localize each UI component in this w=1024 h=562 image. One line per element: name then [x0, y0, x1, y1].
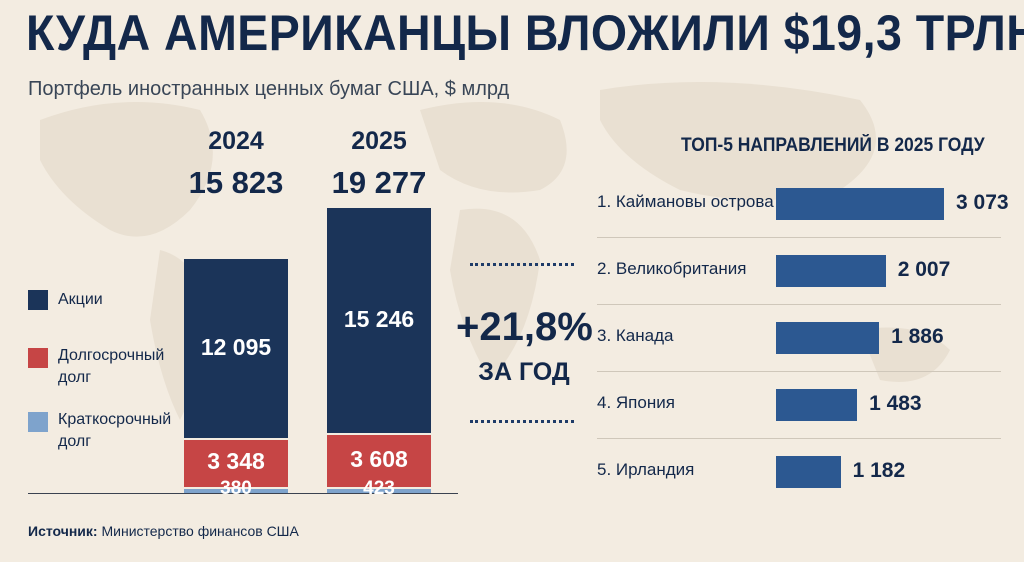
bar-label-2025-short-term-debt: 423	[363, 478, 395, 500]
bar-label-2025-stocks: 15 246	[343, 306, 415, 333]
top5-bar	[776, 188, 944, 220]
top5-bar	[776, 456, 841, 488]
bar-2024-long-term-debt	[184, 437, 288, 488]
bar-2024-stocks	[184, 259, 288, 438]
bar-label-2025-long-term-debt: 3 608	[350, 445, 408, 472]
top5-row-divider	[597, 304, 1001, 305]
top5-heading: ТОП-5 НАПРАВЛЕНИЙ В 2025 ГОДУ	[681, 135, 985, 156]
top5-value-label: 3 073	[956, 191, 1009, 214]
bar-label-2024-short-term-debt: 380	[220, 478, 252, 500]
top5-row-divider	[597, 371, 1001, 372]
stacked-chart-baseline	[28, 493, 458, 494]
top5-country-label: 4. Япония	[597, 393, 675, 412]
legend-label-long-term-debt-line-2: долг	[58, 369, 92, 386]
top5-row-divider	[597, 237, 1001, 238]
legend-label-short-term-debt-line-1: Краткосрочный	[58, 411, 172, 428]
legend-label-short-term-debt-line-2: долг	[58, 433, 92, 450]
growth-caption: ЗА ГОД	[478, 358, 570, 386]
bar-label-2024-long-term-debt: 3 348	[207, 448, 265, 475]
top5-value-label: 1 483	[869, 392, 922, 415]
top5-country-label: 1. Каймановы острова	[597, 192, 774, 211]
source-label: Источник:	[28, 523, 98, 539]
top5-value-label: 2 007	[897, 258, 951, 281]
legend-label-short-term-debt: Краткосрочный долг	[58, 409, 171, 453]
year-label-2024: 2024	[208, 127, 264, 155]
top5-value-label: 1 182	[852, 459, 906, 482]
legend-swatch-short-term-debt	[28, 412, 48, 432]
growth-divider-bottom	[470, 420, 574, 423]
bar-2025-stocks	[327, 208, 431, 434]
legend-swatch-long-term-debt	[28, 348, 48, 368]
year-label-2025: 2025	[351, 127, 407, 155]
legend-swatch-stocks	[28, 290, 48, 310]
total-label-2025: 19 277	[331, 165, 427, 200]
source-text: Министерство финансов США	[101, 523, 299, 539]
growth-divider-top	[470, 263, 574, 266]
bar-2024-short-term-debt	[184, 487, 288, 493]
page-title: КУДА АМЕРИКАНЦЫ ВЛОЖИЛИ $19,3 ТРЛН	[26, 5, 1024, 61]
top5-row-divider	[597, 438, 1001, 439]
bar-2025-long-term-debt	[327, 433, 431, 487]
legend-label-long-term-debt: Долгосрочный долг	[58, 345, 164, 389]
total-label-2024: 15 823	[188, 165, 284, 200]
legend-label-long-term-debt-line-1: Долгосрочный	[58, 347, 165, 364]
growth-value: +21,8%	[456, 305, 593, 349]
source-note: Источник: Министерство финансов США	[28, 523, 299, 539]
top5-country-label: 5. Ирландия	[597, 460, 695, 479]
top5-bar	[776, 255, 886, 287]
page-subtitle: Портфель иностранных ценных бумаг США, $…	[28, 78, 510, 100]
top5-bar	[776, 389, 858, 421]
top5-bar	[776, 322, 880, 354]
legend-label-stocks: Акции	[58, 291, 103, 308]
bar-2025-short-term-debt	[327, 486, 431, 493]
top5-country-label: 2. Великобритания	[597, 259, 747, 278]
top5-value-label: 1 886	[891, 325, 944, 348]
top5-country-label: 3. Канада	[597, 326, 674, 345]
bar-label-2024-stocks: 12 095	[200, 334, 272, 361]
